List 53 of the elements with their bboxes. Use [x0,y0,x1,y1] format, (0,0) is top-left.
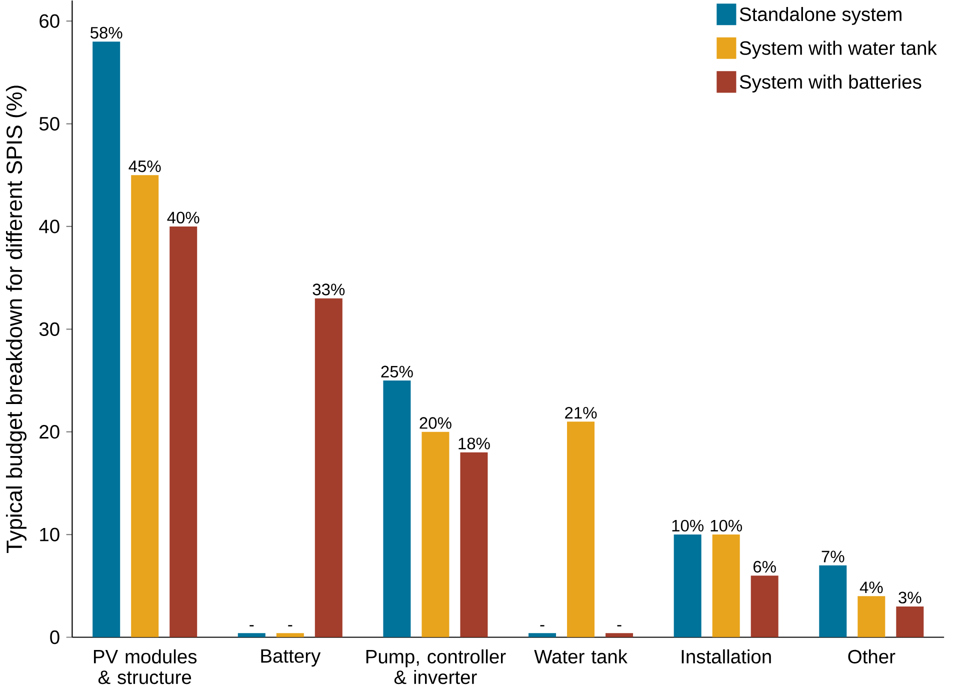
data-label: 58% [90,26,122,39]
bar [858,596,886,638]
data-label: 40% [167,212,200,224]
x-tick-label: Installation [682,649,771,664]
data-label: 21% [565,406,597,419]
y-tick-label: 60 [40,14,60,28]
data-label: 7% [822,550,844,562]
bar [819,565,847,638]
x-tick-label: Battery [261,649,321,667]
legend-label: System with water tank [740,40,937,59]
y-tick-label: 40 [39,220,60,234]
legend-label: Standalone system [740,6,902,25]
bar [92,42,120,638]
data-label: 4% [860,582,883,594]
data-label: 33% [312,284,345,296]
data-label: 10% [710,520,742,532]
legend-label: System with batteries [740,74,922,93]
bar [314,298,342,638]
y-axis-title: Typical budget breakdown for different SPIS (%) [6,86,26,553]
bar [238,633,266,638]
data-label: - [250,625,254,626]
bar [606,633,634,638]
bar [712,534,740,638]
data-label: 20% [420,417,452,429]
bar [131,175,159,638]
data-label: - [617,625,622,626]
bar [750,576,778,638]
bar [460,452,488,638]
bar [567,422,595,638]
bar [383,380,411,638]
y-tick-label: 0 [50,630,60,644]
y-tick-label: 50 [39,116,60,131]
data-label: 45% [128,160,161,172]
y-tick-label: 10 [40,528,60,542]
x-tick-label: Other [848,649,896,664]
x-tick-label: PV modules & structure [94,649,197,684]
data-label: - [540,625,544,626]
bar [528,633,556,638]
data-label: 25% [381,366,413,378]
x-tick-label: Water tank [534,649,628,664]
bar [276,633,304,638]
data-label: - [288,625,292,626]
bar [422,432,450,638]
data-label: 18% [458,438,490,450]
bar [170,226,198,638]
y-tick-label: 30 [39,322,60,336]
bar [896,606,924,638]
data-label: 10% [672,520,704,532]
y-tick-label: 20 [40,424,60,439]
bar [674,534,702,638]
data-label: 6% [754,560,776,573]
x-tick-label: Pump, controller & inverter [366,649,506,684]
data-label: 3% [898,592,922,604]
